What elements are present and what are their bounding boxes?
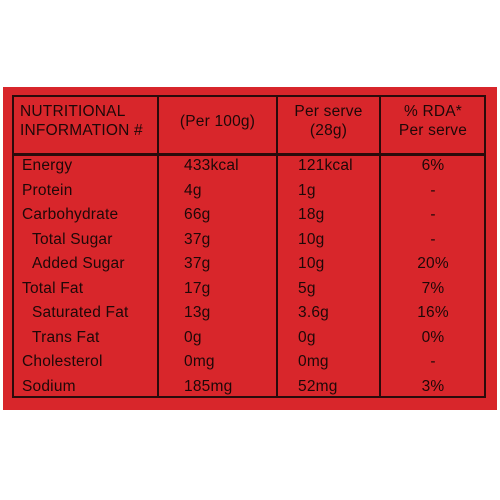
nutrient-name: Saturated Fat (32, 304, 129, 321)
per-serve-value: 121kcal (298, 157, 353, 174)
column-divider (276, 97, 278, 396)
header-divider (14, 153, 484, 156)
per-100g-value: 13g (184, 304, 211, 321)
per-serve-value: 1g (298, 181, 316, 199)
nutrient-name: Cholesterol (22, 353, 103, 370)
rda-value: 16% (417, 304, 449, 321)
nutrient-name: Total Fat (22, 279, 84, 297)
table-frame: NUTRITIONAL INFORMATION # (Per 100g) Per se… (12, 95, 486, 398)
rda-value: - (430, 230, 436, 248)
rda-value: 0% (421, 328, 445, 346)
per-100g-value: 37g (184, 230, 211, 248)
column-divider (379, 97, 381, 396)
per-100g-value: 433kcal (184, 157, 239, 174)
rda-value: 7% (421, 279, 445, 297)
per-serve-value: 0g (298, 328, 316, 346)
per-100g-value: 66g (184, 206, 211, 223)
per-100g-value: 185mg (184, 377, 233, 395)
rda-value: 6% (421, 157, 445, 174)
per-100g-value: 37g (184, 255, 211, 272)
rda-value: 20% (417, 255, 449, 272)
header-text: % RDA* (403, 103, 463, 120)
per-100g-value: 0g (184, 328, 202, 346)
rda-value: - (430, 206, 436, 223)
header-text: (Per 100g) (179, 113, 256, 130)
per-serve-value: 10g (298, 230, 325, 248)
per-serve-value: 0mg (298, 353, 329, 370)
column-divider (157, 97, 159, 396)
nutrient-name: Added Sugar (32, 255, 125, 272)
nutrient-name: Protein (22, 181, 73, 199)
header-text: Per serve (398, 122, 468, 139)
nutrient-name: Energy (22, 157, 73, 174)
per-serve-value: 52mg (298, 377, 338, 395)
nutrient-name: Total Sugar (32, 230, 113, 248)
nutrient-name: Trans Fat (32, 328, 100, 346)
label-panel: NUTRITIONAL INFORMATION # (Per 100g) Per se… (3, 87, 497, 410)
per-serve-value: 3.6g (298, 304, 329, 321)
per-serve-value: 10g (298, 255, 325, 272)
rda-value: - (430, 181, 436, 199)
per-serve-value: 18g (298, 206, 325, 223)
nutrient-name: Sodium (22, 377, 76, 395)
per-100g-value: 0mg (184, 353, 215, 370)
header-text: INFORMATION # (20, 122, 143, 139)
header-text: (28g) (309, 122, 348, 139)
per-serve-value: 5g (298, 279, 316, 297)
per-100g-value: 4g (184, 181, 202, 199)
nutrient-name: Carbohydrate (22, 206, 119, 223)
header-text: NUTRITIONAL (20, 103, 126, 120)
rda-value: - (430, 353, 436, 370)
per-100g-value: 17g (184, 279, 211, 297)
header-text: Per serve (294, 103, 363, 120)
rda-value: 3% (421, 377, 445, 395)
